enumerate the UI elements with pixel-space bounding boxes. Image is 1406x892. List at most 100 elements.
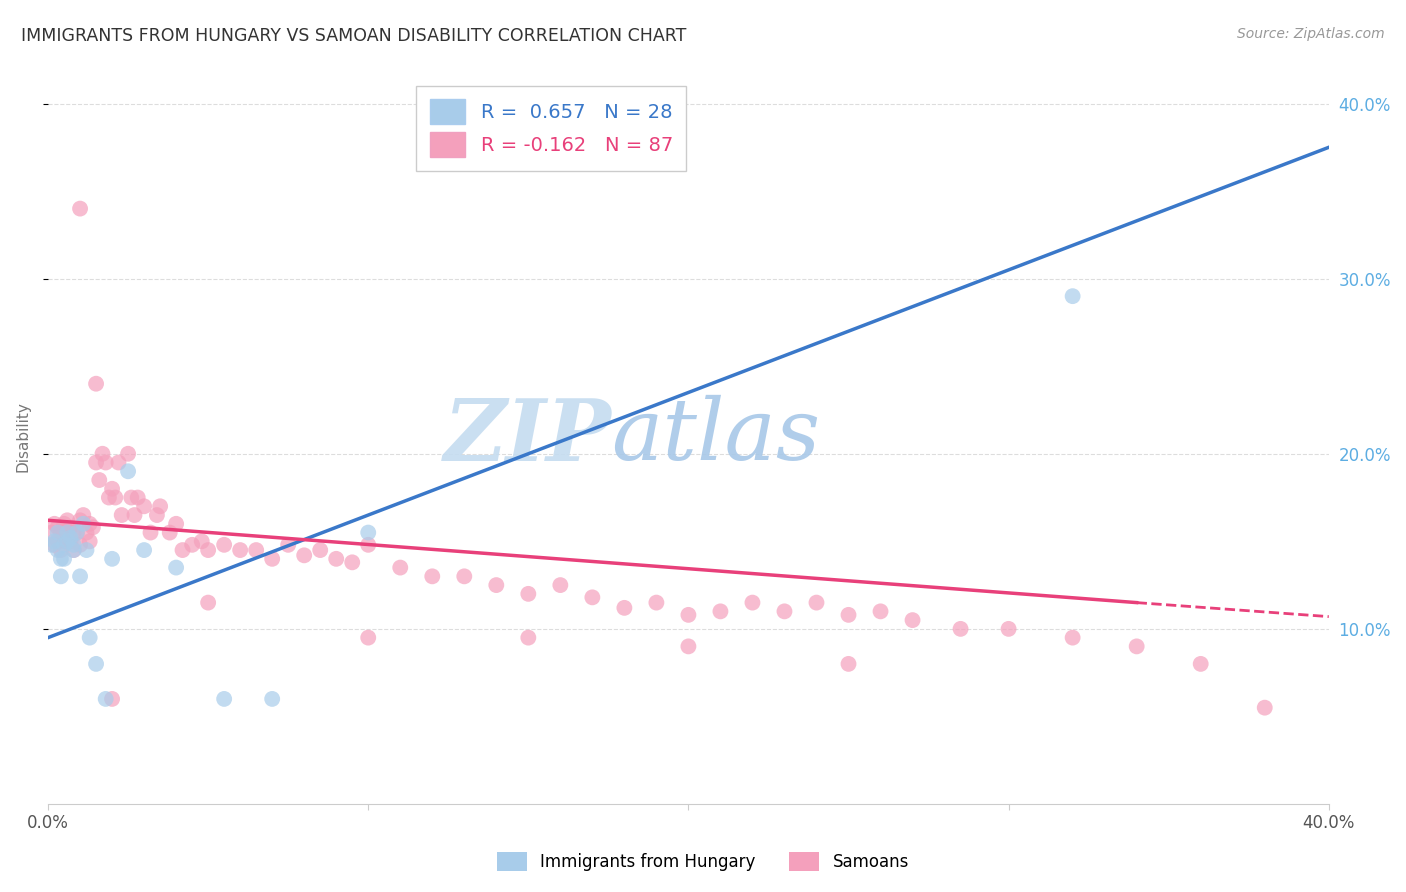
Point (111, 508, 134, 522)
Point (84, 657, 107, 671)
Point (56, 525, 79, 540)
Point (72, 516, 94, 531)
Point (146, 508, 169, 522)
Point (49, 551, 72, 566)
Point (949, 622, 972, 636)
Y-axis label: Disability: Disability (15, 401, 30, 472)
Legend: R =  0.657   N = 28, R = -0.162   N = 87: R = 0.657 N = 28, R = -0.162 N = 87 (416, 86, 686, 170)
Point (53, 534, 76, 549)
Point (107, 456, 129, 470)
Text: Source: ZipAtlas.com: Source: ZipAtlas.com (1237, 27, 1385, 41)
Point (69, 202, 91, 216)
Point (69, 513, 91, 527)
Point (84, 456, 107, 470)
Point (56, 513, 79, 527)
Point (62, 525, 84, 540)
Point (53, 551, 76, 566)
Point (56, 525, 79, 540)
Text: atlas: atlas (612, 395, 821, 477)
Point (132, 500, 155, 514)
Point (741, 596, 763, 610)
Point (389, 560, 412, 574)
Point (82, 520, 104, 534)
Point (44, 534, 66, 549)
Point (59, 520, 82, 534)
Point (117, 464, 139, 478)
Point (101, 692, 124, 706)
Point (773, 604, 796, 618)
Point (277, 538, 299, 552)
Point (46, 534, 69, 549)
Point (62, 543, 84, 558)
Point (869, 604, 891, 618)
Point (79, 631, 101, 645)
Point (420, 569, 443, 583)
Point (69, 569, 91, 583)
Point (94, 692, 117, 706)
Point (39, 525, 62, 540)
Point (104, 491, 127, 505)
Point (132, 543, 155, 558)
Point (79, 516, 101, 531)
Point (172, 543, 194, 558)
Text: IMMIGRANTS FROM HUNGARY VS SAMOAN DISABILITY CORRELATION CHART: IMMIGRANTS FROM HUNGARY VS SAMOAN DISABI… (21, 27, 686, 45)
Point (613, 600, 636, 615)
Point (517, 631, 540, 645)
Point (1254, 700, 1277, 714)
Point (72, 508, 94, 522)
Point (69, 538, 91, 552)
Point (49, 569, 72, 583)
Point (62, 543, 84, 558)
Point (678, 640, 700, 654)
Point (117, 447, 139, 461)
Point (837, 657, 859, 671)
Point (485, 578, 508, 592)
Point (39, 538, 62, 552)
Point (120, 491, 142, 505)
Point (46, 520, 69, 534)
Point (97, 491, 120, 505)
Point (342, 555, 364, 569)
Point (245, 543, 267, 558)
Point (1062, 631, 1084, 645)
Point (62, 538, 84, 552)
Point (197, 543, 219, 558)
Point (127, 491, 149, 505)
Point (49, 543, 72, 558)
Point (645, 596, 668, 610)
Point (56, 534, 79, 549)
Point (309, 543, 332, 558)
Point (59, 531, 82, 545)
Point (837, 607, 859, 622)
Point (212, 538, 235, 552)
Point (84, 376, 107, 391)
Point (46, 525, 69, 540)
Point (94, 456, 117, 470)
Point (997, 622, 1019, 636)
Point (581, 591, 603, 605)
Point (76, 525, 98, 540)
Point (165, 560, 187, 574)
Point (517, 587, 540, 601)
Point (678, 607, 700, 622)
Point (292, 549, 315, 563)
Point (66, 525, 89, 540)
Point (325, 551, 347, 566)
Point (197, 596, 219, 610)
Point (181, 538, 204, 552)
Point (357, 538, 380, 552)
Point (357, 525, 380, 540)
Point (101, 551, 124, 566)
Point (262, 692, 284, 706)
Point (53, 538, 76, 552)
Point (66, 525, 89, 540)
Point (1125, 640, 1147, 654)
Point (357, 631, 380, 645)
Point (1062, 289, 1084, 303)
Text: ZIP: ZIP (444, 394, 612, 478)
Legend: Immigrants from Hungary, Samoans: Immigrants from Hungary, Samoans (489, 843, 917, 880)
Point (159, 525, 181, 540)
Point (165, 516, 187, 531)
Point (139, 525, 162, 540)
Point (53, 516, 76, 531)
